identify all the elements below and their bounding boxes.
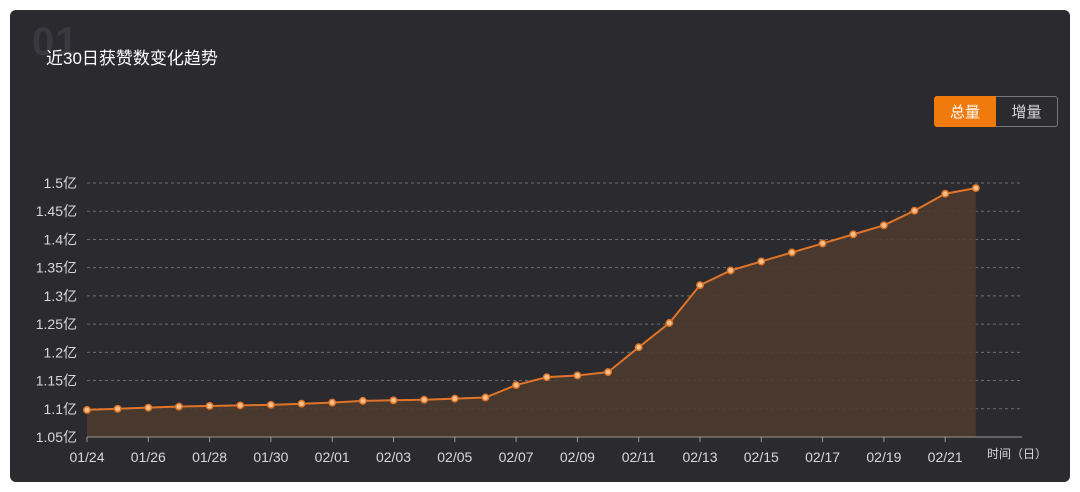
y-tick-label: 1.5亿	[44, 175, 77, 191]
y-axis-labels: 1.05亿 1.1亿 1.15亿 1.2亿 1.25亿 1.3亿 1.35亿 1.4亿 1.45…	[36, 175, 77, 445]
data-point[interactable]	[634, 343, 643, 352]
data-points	[83, 184, 980, 414]
data-point[interactable]	[266, 400, 275, 409]
y-tick-label: 1.4亿	[44, 231, 77, 247]
x-tick-label: 02/07	[499, 449, 534, 465]
x-axis	[86, 436, 1022, 442]
data-point[interactable]	[512, 381, 521, 390]
series-line-path	[86, 187, 977, 411]
data-point[interactable]	[573, 371, 582, 380]
data-point[interactable]	[971, 184, 980, 193]
x-tick-label: 02/11	[622, 449, 656, 465]
x-tick-label: 01/24	[69, 449, 104, 465]
x-tick-label: 02/09	[560, 449, 595, 465]
data-point[interactable]	[726, 266, 735, 275]
chart-title: 近30日获赞数变化趋势	[46, 49, 218, 68]
y-tick-label: 1.25亿	[36, 316, 77, 332]
data-point[interactable]	[879, 221, 888, 230]
x-axis-unit-label: 时间（日）	[987, 447, 1047, 461]
x-tick-label: 01/30	[253, 449, 288, 465]
y-tick-label: 1.45亿	[36, 203, 77, 219]
total-toggle-button[interactable]: 总量	[934, 96, 996, 127]
area-fill-shape	[87, 188, 976, 437]
data-point[interactable]	[910, 206, 919, 215]
area-fill	[87, 188, 976, 437]
data-point[interactable]	[542, 373, 551, 382]
data-point[interactable]	[941, 189, 950, 198]
x-tick-label: 02/15	[744, 449, 779, 465]
x-tick-label: 02/05	[437, 449, 472, 465]
data-point[interactable]	[450, 394, 459, 403]
x-axis-labels: 01/24 01/26 01/28 01/30 02/01 02/03 02/05 02/07…	[69, 449, 962, 465]
y-tick-label: 1.2亿	[44, 344, 77, 360]
data-point[interactable]	[297, 399, 306, 408]
x-tick-label: 02/03	[376, 449, 411, 465]
data-point[interactable]	[788, 248, 796, 257]
data-point[interactable]	[205, 402, 214, 410]
data-point[interactable]	[604, 368, 612, 377]
data-point[interactable]	[144, 403, 153, 412]
y-tick-label: 1.05亿	[36, 429, 77, 445]
mode-toggle: 总量 增量	[934, 96, 1058, 127]
data-point[interactable]	[757, 257, 766, 266]
section-number-watermark: 01	[32, 20, 79, 64]
data-point[interactable]	[665, 319, 674, 327]
data-point[interactable]	[113, 404, 122, 413]
x-tick-label: 02/13	[682, 449, 717, 465]
x-tick-label: 01/26	[131, 449, 166, 465]
data-point[interactable]	[696, 281, 704, 290]
data-point[interactable]	[818, 239, 827, 248]
data-point[interactable]	[236, 401, 245, 410]
y-tick-label: 1.3亿	[44, 288, 77, 304]
data-point[interactable]	[481, 393, 490, 402]
y-tick-label: 1.35亿	[36, 260, 77, 276]
y-tick-label: 1.15亿	[36, 373, 77, 389]
data-point[interactable]	[83, 405, 91, 414]
x-tick-label: 02/21	[928, 449, 963, 465]
data-point[interactable]	[175, 402, 183, 411]
x-tick-label: 02/01	[315, 449, 350, 465]
data-point[interactable]	[420, 395, 429, 404]
x-tick-label: 02/19	[866, 449, 901, 465]
x-tick-label: 02/17	[805, 449, 840, 465]
data-point[interactable]	[358, 396, 367, 405]
series-line	[86, 187, 977, 411]
y-tick-label: 1.1亿	[44, 401, 77, 417]
x-tick-label: 01/28	[192, 449, 227, 465]
data-point[interactable]	[849, 230, 858, 239]
data-point[interactable]	[389, 396, 398, 405]
data-point[interactable]	[328, 398, 337, 407]
increment-toggle-button[interactable]: 增量	[996, 96, 1058, 127]
